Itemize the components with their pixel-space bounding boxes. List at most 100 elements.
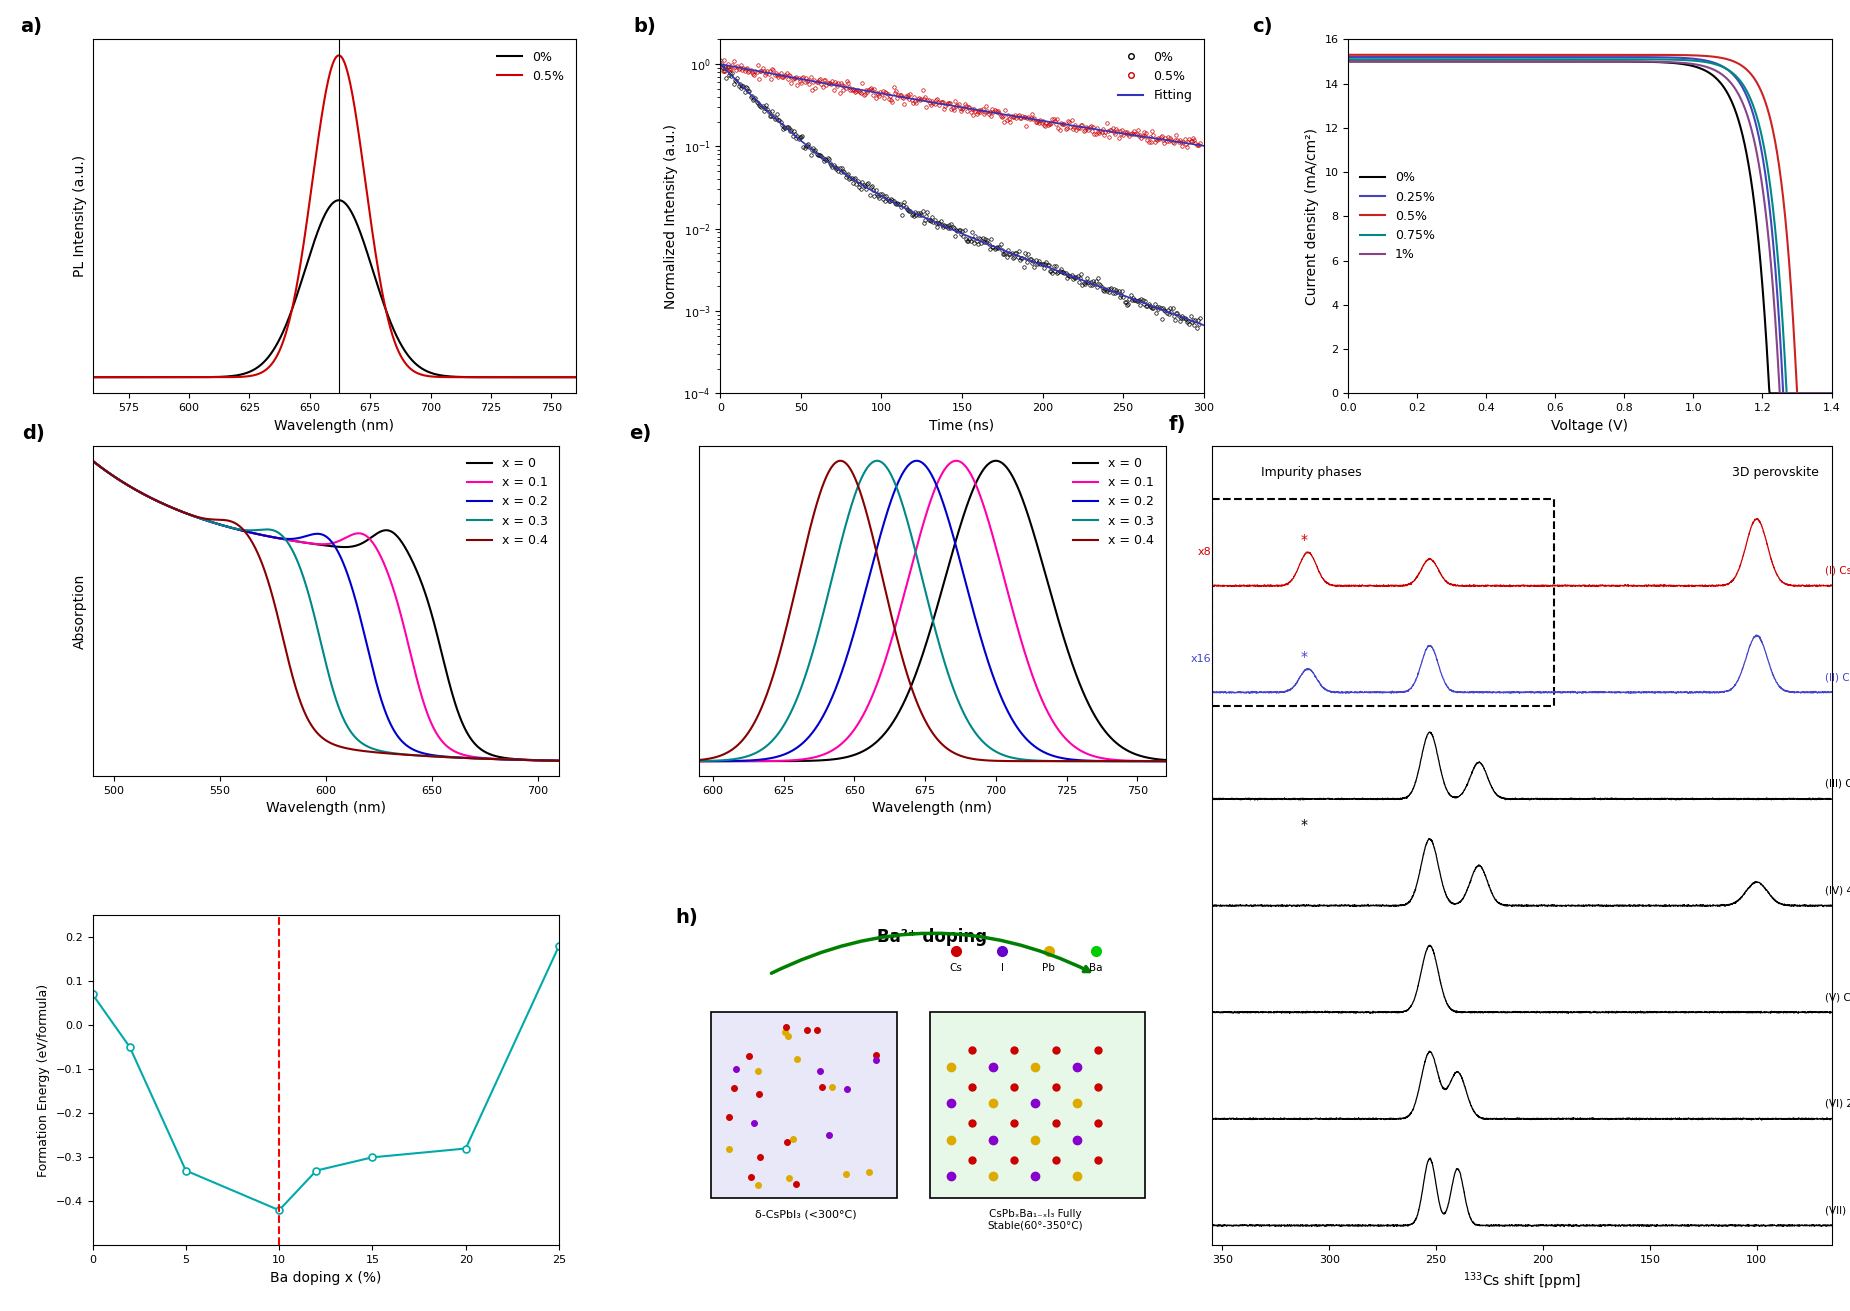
1% bbox=[1389, 54, 1412, 69]
0.25% bbox=[1389, 50, 1412, 66]
Line: x = 0: x = 0 bbox=[699, 460, 1166, 762]
0% bbox=[1186, 320, 1208, 336]
0.5% bbox=[1177, 139, 1199, 155]
x = 0.4 bbox=[829, 452, 851, 468]
0.5% bbox=[551, 370, 574, 385]
x = 0.2 bbox=[712, 754, 734, 770]
Text: b): b) bbox=[633, 17, 657, 37]
Y-axis label: Normalized Intensity (a.u.): Normalized Intensity (a.u.) bbox=[664, 123, 677, 309]
x = 0 bbox=[555, 753, 577, 768]
x = 0.4 bbox=[1056, 754, 1079, 770]
0.5% bbox=[709, 58, 731, 73]
Line: x = 0.4: x = 0.4 bbox=[92, 460, 581, 762]
Text: x16: x16 bbox=[1191, 654, 1212, 663]
Legend: x = 0, x = 0.1, x = 0.2, x = 0.3, x = 0.4: x = 0, x = 0.1, x = 0.2, x = 0.3, x = 0.… bbox=[1069, 452, 1160, 552]
x = 0 bbox=[1141, 751, 1164, 767]
0.25% bbox=[1682, 51, 1704, 67]
x = 0.4 bbox=[916, 714, 938, 730]
x = 0.1 bbox=[1154, 754, 1177, 770]
X-axis label: Time (ns): Time (ns) bbox=[929, 418, 995, 433]
x = 0 bbox=[688, 754, 710, 770]
Text: (IV) 4 CsBr + PbBr₂: (IV) 4 CsBr + PbBr₂ bbox=[1826, 885, 1850, 895]
Line: 0%: 0% bbox=[1349, 62, 1848, 393]
Text: x8: x8 bbox=[1199, 548, 1212, 557]
x = 0.2 bbox=[688, 754, 710, 770]
x = 0.4 bbox=[1141, 754, 1164, 770]
Text: CsPbₓBa₁₋ₓI₃ Fully
Stable(60°-350°C): CsPbₓBa₁₋ₓI₃ Fully Stable(60°-350°C) bbox=[988, 1209, 1082, 1231]
Text: *: * bbox=[1301, 818, 1308, 832]
0.5% bbox=[462, 370, 485, 385]
x = 0 bbox=[318, 538, 340, 553]
Text: *: * bbox=[1301, 650, 1308, 665]
x = 0.2 bbox=[906, 452, 929, 468]
X-axis label: Ba doping x (%): Ba doping x (%) bbox=[270, 1270, 381, 1285]
1% bbox=[1737, 109, 1759, 125]
0% bbox=[303, 232, 326, 248]
x = 0 bbox=[1056, 638, 1079, 654]
x = 0.2 bbox=[81, 452, 104, 468]
0.5% bbox=[1837, 385, 1850, 401]
0% bbox=[1759, 385, 1782, 401]
x = 0.3 bbox=[81, 452, 104, 468]
x = 0.3 bbox=[1141, 754, 1164, 770]
x = 0.1 bbox=[1141, 754, 1164, 770]
x = 0.1 bbox=[105, 471, 128, 486]
0.25% bbox=[1737, 90, 1759, 106]
x = 0.3 bbox=[305, 617, 327, 633]
x = 0.1 bbox=[1141, 754, 1164, 770]
Text: δ-CsPbI₃ (<300°C): δ-CsPbI₃ (<300°C) bbox=[755, 1209, 857, 1219]
0.5% bbox=[316, 76, 339, 92]
x = 0.4 bbox=[688, 753, 710, 768]
x = 0.1 bbox=[81, 452, 104, 468]
0% bbox=[1837, 385, 1850, 401]
x = 0.1 bbox=[555, 753, 577, 768]
0% bbox=[1012, 250, 1034, 266]
0.25% bbox=[1558, 50, 1580, 66]
x = 0.3 bbox=[903, 536, 925, 552]
0% bbox=[564, 370, 586, 385]
x = 0.1 bbox=[903, 552, 925, 568]
Legend: 0%, 0.5%, Fitting: 0%, 0.5%, Fitting bbox=[1114, 46, 1197, 108]
x = 0.1 bbox=[570, 754, 592, 770]
x = 0.4 bbox=[305, 725, 327, 741]
0% bbox=[105, 370, 128, 385]
0.75% bbox=[1776, 385, 1798, 401]
Text: (II) CsPb₀.₈Ba₀.₂Br₃: (II) CsPb₀.₈Ba₀.₂Br₃ bbox=[1826, 673, 1850, 682]
x = 0.2 bbox=[1141, 754, 1164, 770]
Legend: x = 0, x = 0.1, x = 0.2, x = 0.3, x = 0.4: x = 0, x = 0.1, x = 0.2, x = 0.3, x = 0.… bbox=[462, 452, 553, 552]
0% bbox=[1539, 54, 1561, 69]
x = 0.4 bbox=[1154, 754, 1177, 770]
Line: x = 0.3: x = 0.3 bbox=[92, 460, 581, 762]
1% bbox=[1769, 385, 1791, 401]
Text: h): h) bbox=[675, 909, 699, 927]
Text: d): d) bbox=[22, 425, 44, 443]
1% bbox=[1837, 385, 1850, 401]
0.75% bbox=[1737, 85, 1759, 101]
0.5% bbox=[1056, 114, 1079, 130]
0% bbox=[551, 370, 574, 385]
Line: 0.5%: 0.5% bbox=[720, 59, 1202, 148]
0% bbox=[81, 370, 104, 385]
Y-axis label: Current density (mA/cm²): Current density (mA/cm²) bbox=[1304, 127, 1319, 305]
x = 0.4 bbox=[712, 747, 734, 763]
Text: (I) CsPbBr₃: (I) CsPbBr₃ bbox=[1826, 565, 1850, 576]
0.5% bbox=[1539, 47, 1561, 63]
0.5% bbox=[901, 92, 923, 108]
x = 0 bbox=[1141, 751, 1164, 767]
0.75% bbox=[1837, 385, 1850, 401]
x = 0.4 bbox=[466, 751, 488, 767]
1% bbox=[1558, 54, 1580, 69]
Line: 0.25%: 0.25% bbox=[1349, 58, 1848, 393]
0.5% bbox=[1737, 63, 1759, 79]
Legend: 0%, 0.5%: 0%, 0.5% bbox=[492, 46, 570, 88]
x = 0 bbox=[555, 753, 577, 768]
0.75% bbox=[1539, 51, 1561, 67]
0.5% bbox=[303, 157, 326, 173]
0.25% bbox=[1772, 385, 1794, 401]
0.5% bbox=[1785, 385, 1807, 401]
x = 0.2 bbox=[555, 753, 577, 768]
x = 0.2 bbox=[1141, 754, 1164, 770]
x = 0 bbox=[984, 452, 1006, 468]
0% bbox=[1737, 151, 1759, 166]
x = 0.4 bbox=[555, 753, 577, 768]
